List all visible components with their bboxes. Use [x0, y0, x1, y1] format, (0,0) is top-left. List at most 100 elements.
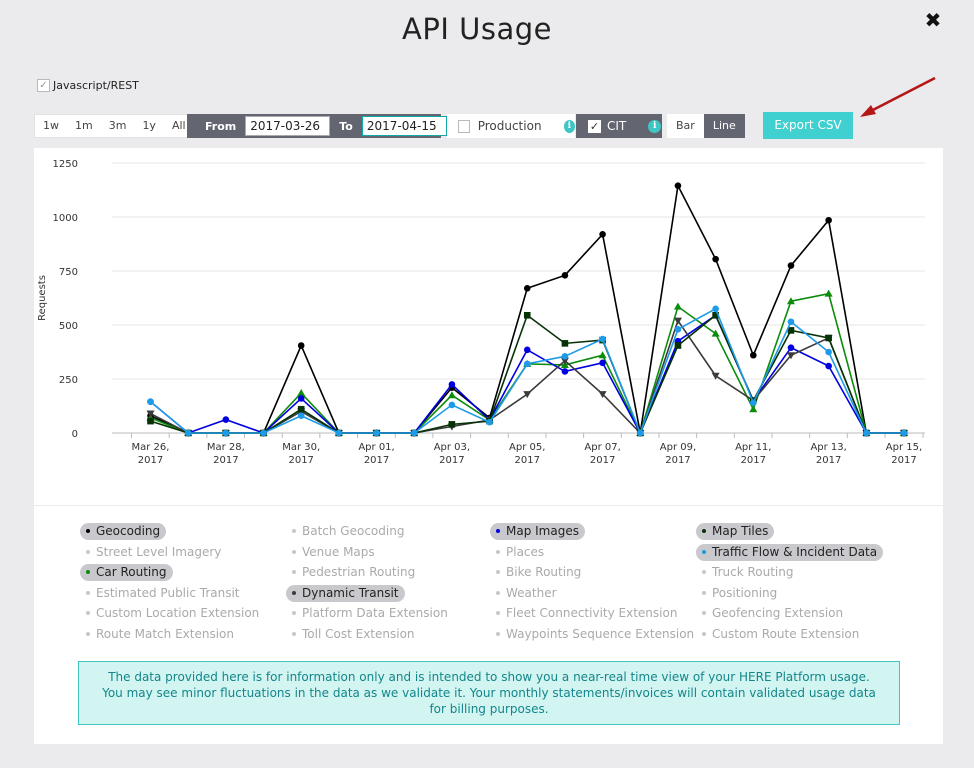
production-filter[interactable]: Production i — [447, 114, 575, 138]
x-tick-label: 2017 — [364, 455, 389, 466]
range-1m-button[interactable]: 1m — [75, 119, 93, 132]
legend-label: Fleet Connectivity Extension — [506, 606, 678, 620]
legend-dot-icon — [292, 528, 296, 533]
legend-item[interactable]: Map Tiles — [696, 523, 775, 540]
y-tick-label: 1250 — [53, 159, 78, 170]
to-date-input[interactable] — [361, 116, 447, 136]
x-tick-label: 2017 — [439, 455, 464, 466]
data-point — [825, 348, 832, 356]
legend-item[interactable]: Map Images — [490, 523, 585, 540]
legend-dot-icon — [702, 528, 706, 533]
date-range-group: From To — [187, 114, 447, 138]
data-point — [863, 429, 870, 437]
legend-label: Map Images — [506, 524, 579, 538]
data-point — [297, 342, 305, 349]
legend-label: Platform Data Extension — [302, 606, 448, 620]
legend-label: Pedestrian Routing — [302, 565, 416, 579]
production-checkbox[interactable] — [458, 119, 470, 133]
legend-dot-icon — [86, 569, 90, 574]
legend-item[interactable]: Dynamic Transit — [286, 585, 405, 602]
data-point — [673, 317, 682, 325]
legend-item[interactable]: Traffic Flow & Incident Data — [696, 544, 884, 561]
legend-item[interactable]: Street Level Imagery — [80, 544, 227, 561]
data-point — [674, 182, 682, 189]
bar-chart-button[interactable]: Bar — [667, 114, 704, 138]
range-all-button[interactable]: All — [171, 119, 186, 132]
legend-label: Dynamic Transit — [302, 586, 399, 600]
x-tick-label: 2017 — [891, 455, 916, 466]
data-point — [598, 351, 607, 359]
legend-item[interactable]: Estimated Public Transit — [80, 585, 246, 602]
data-point — [598, 391, 607, 399]
data-point — [825, 216, 832, 224]
legend-item[interactable]: Venue Maps — [286, 544, 381, 561]
x-tick-label: Mar 30, — [282, 442, 320, 453]
x-tick-label: Apr 07, — [584, 442, 620, 453]
data-point — [373, 429, 380, 437]
data-point — [448, 381, 456, 388]
legend-dot-icon — [496, 590, 500, 595]
legend-label: Waypoints Sequence Extension — [506, 627, 695, 641]
legend-dot-icon — [496, 610, 500, 615]
data-point — [222, 429, 230, 437]
legend-item[interactable]: Custom Route Extension — [696, 626, 865, 643]
data-point — [749, 405, 758, 413]
legend-dot-icon — [702, 631, 706, 636]
legend-dot-icon — [702, 610, 706, 615]
data-point — [599, 230, 606, 238]
range-1y-button[interactable]: 1y — [142, 119, 156, 132]
x-tick-label: Apr 03, — [434, 442, 470, 453]
legend-item[interactable]: Route Match Extension — [80, 626, 240, 643]
chart-type-toggle: Bar Line — [667, 114, 745, 138]
legend-dot-icon — [702, 569, 706, 574]
x-tick-label: 2017 — [665, 455, 690, 466]
from-date-input[interactable] — [245, 116, 331, 136]
legend-label: Custom Route Extension — [712, 627, 860, 641]
data-point — [297, 395, 305, 402]
x-tick-label: Mar 28, — [207, 442, 245, 453]
legend-item[interactable]: Weather — [490, 585, 563, 602]
legend-item[interactable]: Batch Geocoding — [286, 523, 410, 540]
legend-item[interactable]: Platform Data Extension — [286, 605, 454, 622]
line-chart-button[interactable]: Line — [703, 114, 745, 138]
legend-item[interactable]: Bike Routing — [490, 564, 587, 581]
legend-item[interactable]: Custom Location Extension — [80, 605, 265, 622]
legend-item[interactable]: Positioning — [696, 585, 783, 602]
legend-item[interactable]: Pedestrian Routing — [286, 564, 421, 581]
legend-item[interactable]: Fleet Connectivity Extension — [490, 605, 683, 622]
x-tick-label: Apr 05, — [509, 442, 545, 453]
close-icon[interactable]: ✖ — [924, 8, 942, 32]
cit-checkbox[interactable]: ✓ — [588, 119, 601, 133]
data-point — [147, 398, 154, 405]
legend-label: Custom Location Extension — [96, 606, 260, 620]
info-icon[interactable]: i — [563, 119, 575, 133]
checkmark-icon[interactable]: ✓ — [37, 79, 50, 92]
usage-line-chart: 0 250 500 750 1000 1250 Requests Mar 26, 2017 Mar… — [37, 159, 925, 466]
info-icon[interactable]: i — [648, 119, 662, 133]
data-point — [486, 418, 493, 426]
legend-label: Toll Cost Extension — [302, 627, 415, 641]
api-filter-checkbox[interactable]: ✓ Javascript/REST — [37, 79, 139, 92]
chart-panel: 0 250 500 750 1000 1250 Requests Mar 26, 2017 Mar… — [34, 148, 943, 505]
data-point — [787, 344, 795, 351]
export-csv-button[interactable]: Export CSV — [763, 112, 853, 139]
cit-filter[interactable]: ✓ CIT i — [576, 114, 662, 138]
legend-item[interactable]: Geofencing Extension — [696, 605, 849, 622]
legend-item[interactable]: Toll Cost Extension — [286, 626, 421, 643]
legend-item[interactable]: Car Routing — [80, 564, 173, 581]
y-axis-label: Requests — [37, 275, 48, 321]
legend-item[interactable]: Truck Routing — [696, 564, 799, 581]
y-tick-label: 0 — [72, 429, 78, 440]
legend-dot-icon — [496, 549, 500, 554]
range-3m-button[interactable]: 3m — [108, 119, 127, 132]
legend-dot-icon — [496, 631, 500, 636]
data-point — [787, 318, 795, 326]
legend-item[interactable]: Geocoding — [80, 523, 167, 540]
legend-dot-icon — [496, 569, 500, 574]
legend-item[interactable]: Waypoints Sequence Extension — [490, 626, 700, 643]
legend-item[interactable]: Places — [490, 544, 550, 561]
data-point — [561, 272, 569, 279]
usage-disclaimer: The data provided here is for informatio… — [78, 661, 900, 725]
range-1w-button[interactable]: 1w — [43, 119, 59, 132]
legend-label: Map Tiles — [712, 524, 769, 538]
